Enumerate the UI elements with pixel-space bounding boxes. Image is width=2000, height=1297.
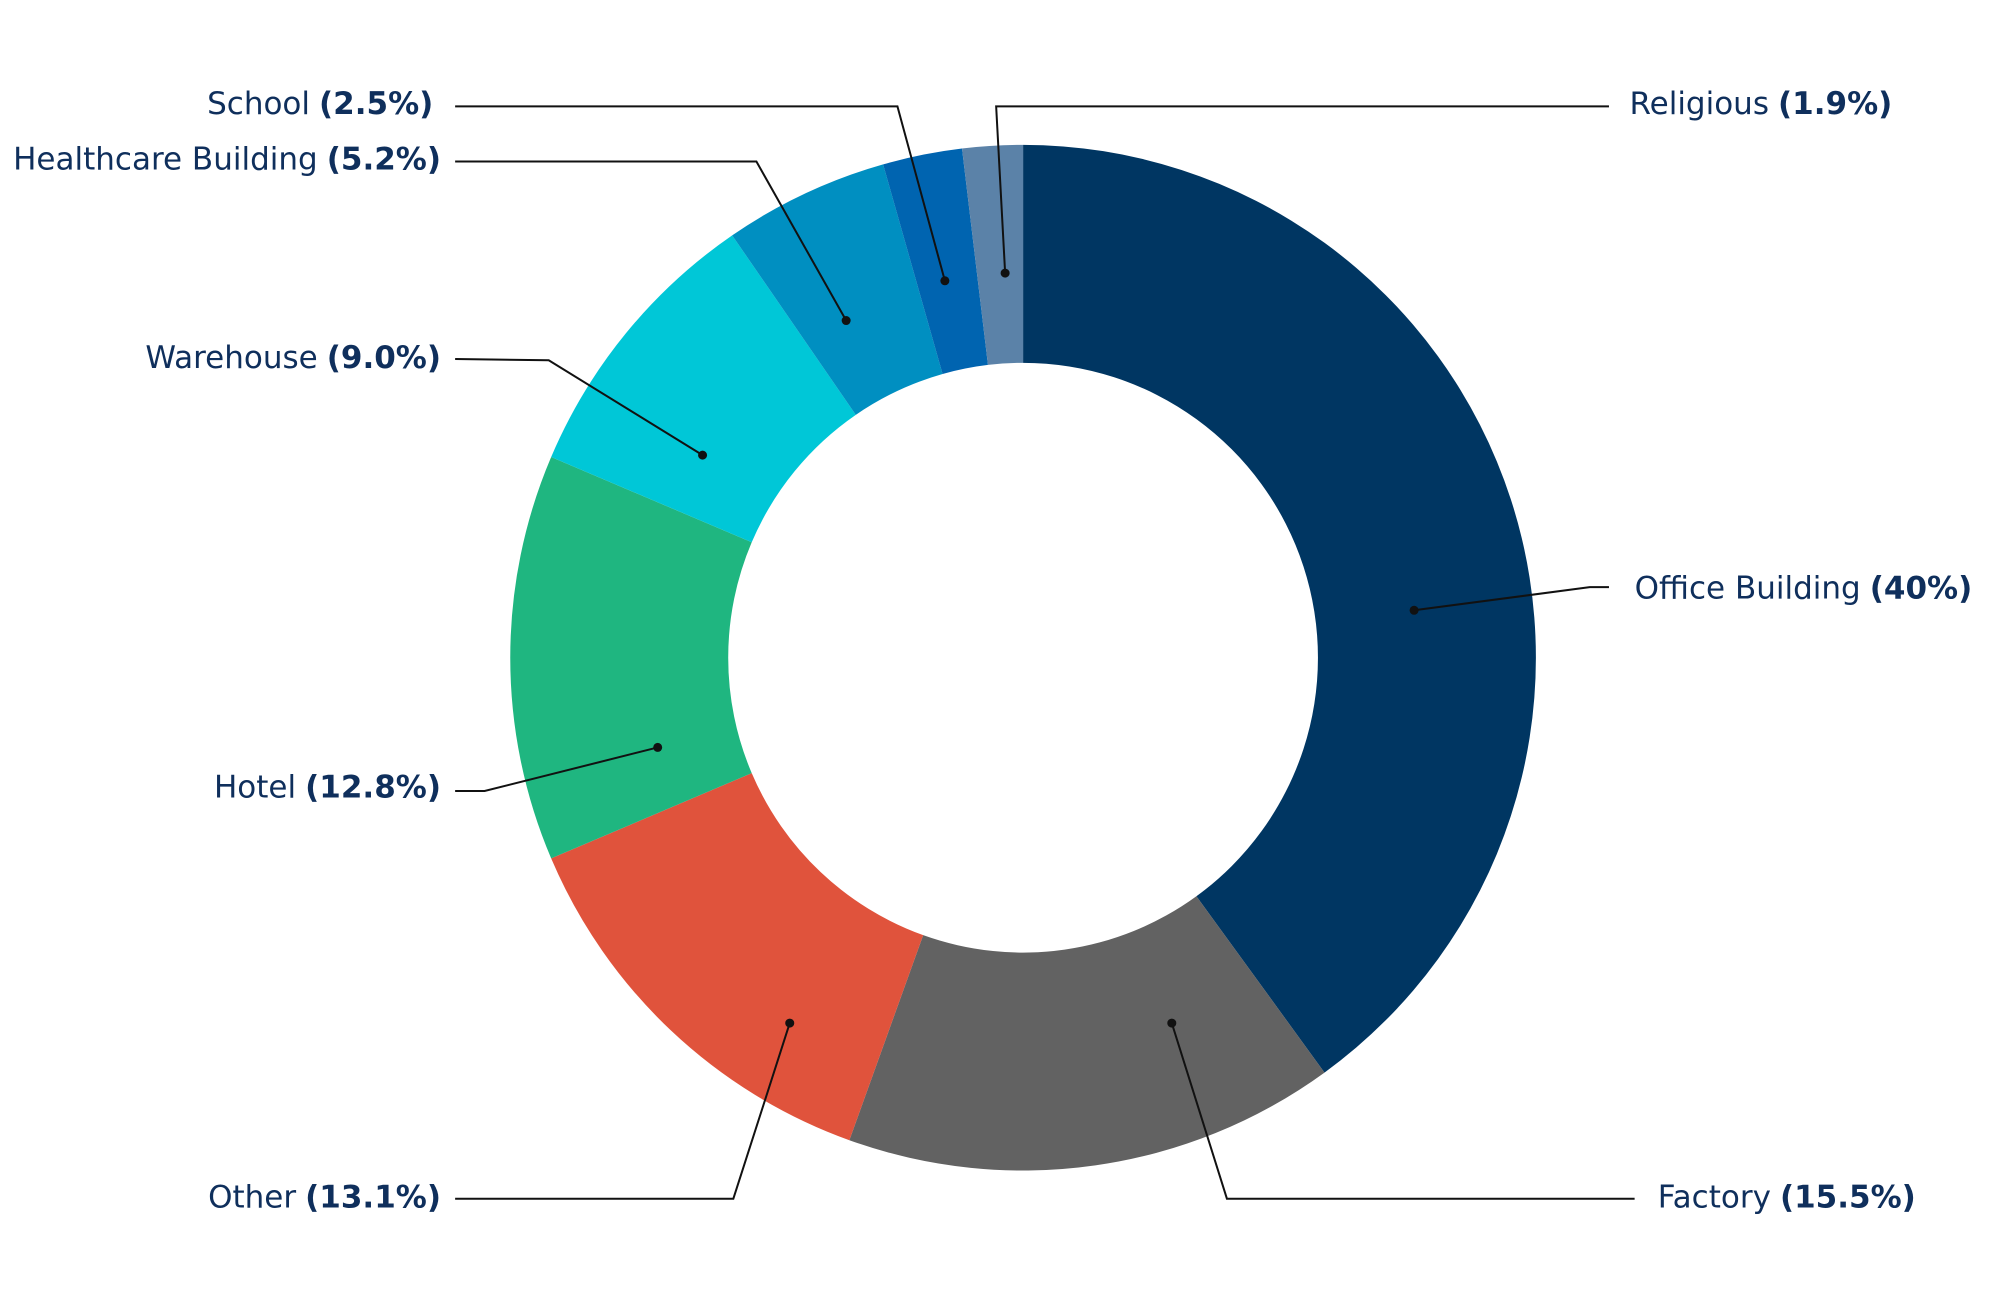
slice-label: Hotel (12.8%) <box>214 769 441 805</box>
donut-slice <box>510 456 752 859</box>
value-label: (15.5%) <box>1780 1179 1916 1215</box>
donut-slice <box>1023 144 1536 1073</box>
leader-line <box>1170 1022 1635 1200</box>
leader-line <box>1413 586 1609 612</box>
donut-slice <box>551 235 856 543</box>
slice-label: Healthcare Building (5.2%) <box>13 141 441 177</box>
leader-dot <box>841 316 851 326</box>
leader-line <box>455 357 704 456</box>
leader-dot <box>940 276 950 286</box>
category-name: School <box>207 86 310 122</box>
leader-dot <box>1409 605 1419 615</box>
value-label: (13.1%) <box>305 1179 441 1215</box>
leader-line <box>455 160 848 322</box>
leader-line <box>995 105 1609 274</box>
slice-label: Religious (1.9%) <box>1629 86 1892 122</box>
value-label: (40%) <box>1870 570 1973 606</box>
category-name: Healthcare Building <box>13 141 318 177</box>
value-label: (1.9%) <box>1778 86 1892 122</box>
leader-dot <box>698 450 708 460</box>
category-name: Hotel <box>214 769 296 805</box>
slice-label: Warehouse (9.0%) <box>145 339 441 375</box>
slice-label: Factory (15.5%) <box>1658 1179 1916 1215</box>
value-label: (5.2%) <box>327 141 441 177</box>
leader-dot <box>1000 268 1010 278</box>
category-name: Factory <box>1658 1179 1771 1215</box>
leader-dot <box>1167 1018 1177 1028</box>
category-name: Other <box>208 1179 296 1215</box>
value-label: (12.8%) <box>305 769 441 805</box>
category-name: Religious <box>1629 86 1769 122</box>
leader-line <box>455 105 946 282</box>
donut-slice <box>732 164 943 415</box>
slice-label: School (2.5%) <box>207 86 433 122</box>
value-label: (2.5%) <box>319 86 433 122</box>
leader-dot <box>653 742 663 752</box>
value-label: (9.0%) <box>327 339 441 375</box>
donut-slice <box>962 144 1024 365</box>
slice-label: Other (13.1%) <box>208 1179 441 1215</box>
category-name: Warehouse <box>145 339 317 375</box>
donut-slice <box>883 148 988 375</box>
donut-slice <box>551 773 924 1141</box>
donut-slice <box>849 896 1325 1171</box>
leader-dot <box>785 1018 795 1028</box>
leader-line <box>455 1022 791 1200</box>
category-name: Office Building <box>1635 570 1861 606</box>
slice-label: Office Building (40%) <box>1635 570 1973 606</box>
leader-line <box>455 746 658 793</box>
